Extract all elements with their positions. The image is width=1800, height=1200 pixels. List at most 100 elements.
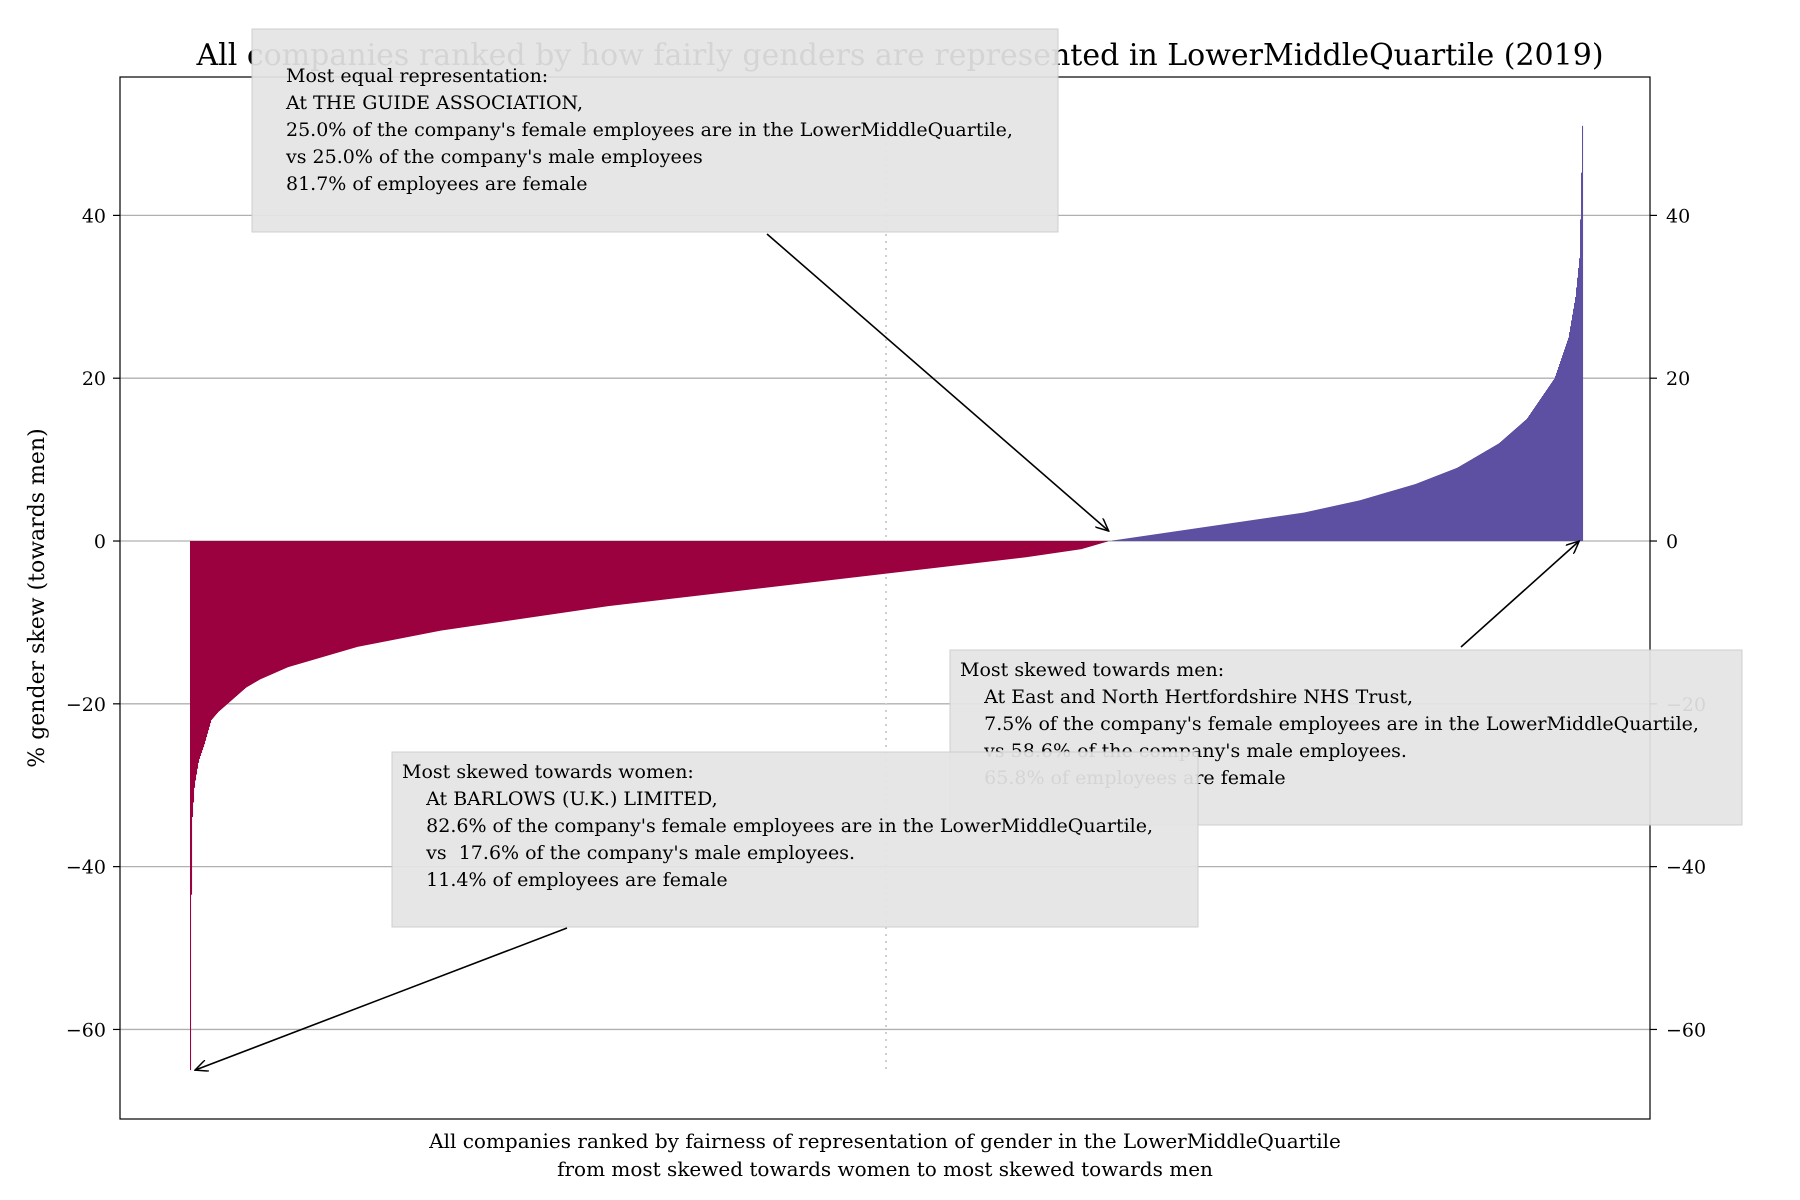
bar: [319, 541, 321, 658]
bar: [1531, 412, 1533, 542]
bar: [1368, 497, 1370, 542]
bar: [462, 541, 464, 628]
bar: [1351, 502, 1353, 542]
bar: [587, 541, 589, 610]
bar: [218, 541, 220, 712]
bar: [1548, 387, 1550, 542]
bar: [1369, 497, 1371, 542]
bar: [1077, 541, 1079, 550]
bar: [710, 541, 712, 595]
bar: [1152, 534, 1154, 542]
bar: [1328, 507, 1330, 542]
bar: [913, 541, 915, 571]
bar: [280, 541, 282, 671]
bar: [488, 541, 490, 624]
bar: [1528, 416, 1530, 542]
bar: [1573, 308, 1575, 542]
bar: [1407, 486, 1409, 542]
annotation-line: 25.0% of the company's female employees …: [286, 119, 1013, 141]
bar: [1054, 541, 1056, 554]
bar: [1365, 498, 1367, 542]
bar: [1218, 525, 1220, 542]
bar: [827, 541, 829, 581]
bar: [1262, 518, 1264, 542]
bar: [1117, 539, 1119, 542]
bar: [493, 541, 495, 623]
bar: [196, 541, 198, 775]
bar: [1220, 524, 1222, 542]
bar: [398, 541, 400, 639]
bar: [237, 541, 239, 696]
bar: [1253, 519, 1255, 542]
bar: [1083, 541, 1085, 549]
bar: [243, 541, 245, 690]
bar: [1320, 508, 1322, 542]
bar: [1157, 533, 1159, 542]
bar: [526, 541, 528, 619]
bar: [305, 541, 307, 663]
bar: [247, 541, 249, 687]
bar: [269, 541, 271, 676]
bar: [1200, 527, 1202, 542]
bar: [226, 541, 228, 705]
bar: [1249, 520, 1251, 542]
bar: [1376, 495, 1378, 542]
bar: [1162, 533, 1164, 542]
bar: [435, 541, 437, 632]
bar: [860, 541, 862, 577]
bar: [1358, 500, 1360, 542]
bar: [309, 541, 311, 661]
bar: [1558, 366, 1560, 542]
bar: [1537, 403, 1539, 542]
bar: [960, 541, 962, 565]
bar: [676, 541, 678, 599]
bar: [986, 541, 988, 562]
bar: [516, 541, 518, 620]
bar: [1453, 469, 1455, 542]
bar: [852, 541, 854, 578]
bar: [1398, 488, 1400, 542]
bar: [407, 541, 409, 638]
bar: [909, 541, 911, 571]
bar: [1434, 476, 1436, 542]
bar: [550, 541, 552, 615]
bar: [1184, 530, 1186, 542]
bar: [1289, 514, 1291, 542]
bar: [1291, 514, 1293, 542]
bar: [1468, 461, 1470, 542]
bar: [570, 541, 572, 612]
bar: [1490, 448, 1492, 542]
bar: [1257, 519, 1259, 542]
bar: [1530, 413, 1532, 542]
bar: [1552, 381, 1554, 542]
bar: [657, 541, 659, 601]
bar: [650, 541, 652, 602]
bar: [870, 541, 872, 576]
bar: [689, 541, 691, 597]
bar: [665, 541, 667, 600]
bar: [845, 541, 847, 579]
bar: [551, 541, 553, 615]
bar: [599, 541, 601, 608]
bar: [1401, 488, 1403, 542]
bar: [573, 541, 575, 612]
bar: [507, 541, 509, 621]
bar: [912, 541, 914, 571]
y-tick-label-right: 20: [1666, 368, 1690, 390]
bar: [747, 541, 749, 590]
bar: [1302, 512, 1304, 542]
bar: [205, 541, 207, 741]
bar: [1265, 518, 1267, 542]
bar: [1140, 536, 1142, 542]
bar: [835, 541, 837, 580]
bar: [542, 541, 544, 616]
bar: [345, 541, 347, 651]
bar: [373, 541, 375, 644]
bar: [887, 541, 889, 574]
bar: [562, 541, 564, 613]
bar: [1549, 385, 1551, 542]
bar: [449, 541, 451, 630]
bar: [994, 541, 996, 561]
bar: [521, 541, 523, 619]
